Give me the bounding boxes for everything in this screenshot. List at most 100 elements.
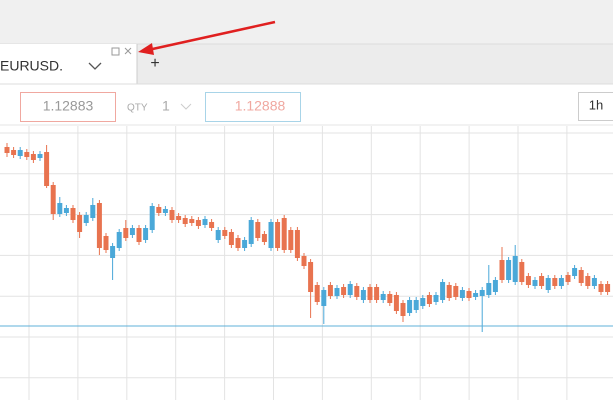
candle-body [248,220,254,244]
candle-body [149,206,155,230]
candle-body [83,215,89,223]
candle-body [420,298,426,306]
candle-body [129,228,135,235]
candle-body [110,246,116,258]
candle-body [446,285,452,298]
tab-detach[interactable] [111,47,120,56]
candle-body [189,219,195,223]
candle-body [44,152,50,186]
candle-body [532,280,538,286]
candle-body [202,219,208,225]
arrow-head [138,43,154,55]
candle-body [492,280,498,292]
tab-chevron[interactable] [88,62,102,70]
bid-box[interactable] [20,92,116,122]
tab-close[interactable] [124,47,132,55]
candle-body [519,262,525,282]
candle-body [294,230,300,258]
candle-body [440,282,446,300]
candle-body [413,300,419,310]
candle-body [545,278,551,290]
candle-body [360,290,366,300]
candle-body [63,208,69,213]
candle-body [314,285,320,302]
candle-body [565,275,571,282]
candle-body [143,228,149,240]
tab-symbol: EURUSD. [0,58,63,74]
candle-body [268,222,274,248]
candle-body [156,207,162,213]
candle-body [598,284,604,292]
candle-body [77,215,83,232]
qty-label: QTY [127,103,148,114]
candle-body [261,234,267,242]
candle-body [215,230,221,240]
candle-body [222,230,228,236]
top-bar [0,0,613,44]
candle-body [591,278,597,286]
timeframe: 1h [589,97,603,112]
candle-body [235,238,241,248]
candle-body [347,284,353,295]
candle-body [453,286,459,297]
candle-body [387,294,393,303]
candle-body [558,278,564,286]
qty-chevron[interactable] [180,103,192,110]
candle-body [473,293,479,297]
candle-body [255,222,261,238]
candle-body [195,220,201,226]
candle-body [605,284,611,292]
candle-body [572,268,578,276]
ask-price: 1.12888 [235,98,286,114]
candle-body [499,260,505,280]
candle-body [96,203,102,248]
candle-body [123,228,129,238]
candle-body [321,290,327,306]
candle-body [17,150,23,156]
candle-body [281,218,287,250]
candle-body [433,295,439,302]
timeframe-box[interactable] [578,92,613,121]
candle-body [136,228,142,242]
candle-body [275,222,281,248]
tab[interactable] [0,44,137,84]
candle-body [57,203,63,214]
candle-body [512,256,518,282]
candle-body [103,236,109,250]
add-tab[interactable]: + [150,55,159,72]
candle-body [334,288,340,296]
candle-body [209,222,215,228]
candle-body [393,295,399,311]
qty-value[interactable]: 1 [162,98,170,114]
candle-body [70,208,76,220]
candle-body [24,152,30,157]
candle-body [30,154,36,160]
candle-body [37,154,43,158]
candle-body [367,287,373,300]
candle-body [426,295,432,304]
candle-body [552,278,558,286]
candle-body [479,290,485,296]
candle-body [182,218,188,224]
candle-body [308,262,314,292]
candle-body [466,291,472,298]
candle-body [486,283,492,295]
candle-body [228,232,234,245]
candle-body [288,230,294,250]
candle-body [11,150,17,155]
candle-body [301,256,307,266]
candle-body [176,216,182,220]
candle-body [525,276,531,285]
candle-body [407,300,413,313]
candle-body [585,276,591,286]
candle-body [578,270,584,283]
ask-box[interactable] [205,92,301,122]
candle-body [242,240,248,248]
candle-body [539,276,545,286]
candle-body [374,287,380,300]
candle-body [400,303,406,316]
candle-body [116,232,122,248]
candle-body [341,287,347,295]
